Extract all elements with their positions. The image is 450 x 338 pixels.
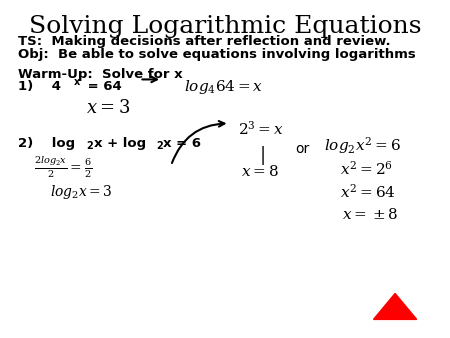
Text: or: or bbox=[295, 142, 309, 156]
Text: Solving Logarithmic Equations: Solving Logarithmic Equations bbox=[29, 15, 421, 38]
Text: = 64: = 64 bbox=[83, 80, 122, 93]
Text: $\frac{2 log_{2} x}{2} = \frac{6}{2}$: $\frac{2 log_{2} x}{2} = \frac{6}{2}$ bbox=[34, 154, 92, 179]
Text: x: x bbox=[74, 77, 81, 87]
Text: 2: 2 bbox=[156, 141, 163, 151]
Polygon shape bbox=[374, 293, 417, 319]
Text: 2: 2 bbox=[86, 141, 93, 151]
Text: $|$: $|$ bbox=[259, 144, 265, 167]
Text: $x = 3$: $x = 3$ bbox=[86, 99, 130, 117]
Text: $log_{2} x^{2} = 6$: $log_{2} x^{2} = 6$ bbox=[324, 135, 401, 156]
Text: 1)    4: 1) 4 bbox=[18, 80, 61, 93]
Text: $x = 8$: $x = 8$ bbox=[241, 164, 279, 179]
Text: $2^{3} = x$: $2^{3} = x$ bbox=[238, 120, 284, 138]
Text: $x = \pm 8$: $x = \pm 8$ bbox=[342, 207, 398, 222]
Text: Warm-Up:  Solve for x: Warm-Up: Solve for x bbox=[18, 68, 183, 80]
Text: 2)    log: 2) log bbox=[18, 137, 75, 150]
Text: $x^{2} = 64$: $x^{2} = 64$ bbox=[340, 183, 396, 201]
Text: TS:  Making decisions after reflection and review.: TS: Making decisions after reflection an… bbox=[18, 35, 391, 48]
Text: $log_{4}64 = x$: $log_{4}64 = x$ bbox=[184, 78, 264, 96]
Text: $log_{2} x = 3$: $log_{2} x = 3$ bbox=[50, 183, 112, 201]
Text: $x^{2} = 2^{6}$: $x^{2} = 2^{6}$ bbox=[340, 160, 393, 177]
Text: Obj:  Be able to solve equations involving logarithms: Obj: Be able to solve equations involvin… bbox=[18, 48, 416, 61]
Text: x + log: x + log bbox=[94, 137, 147, 150]
Text: x = 6: x = 6 bbox=[163, 137, 201, 150]
